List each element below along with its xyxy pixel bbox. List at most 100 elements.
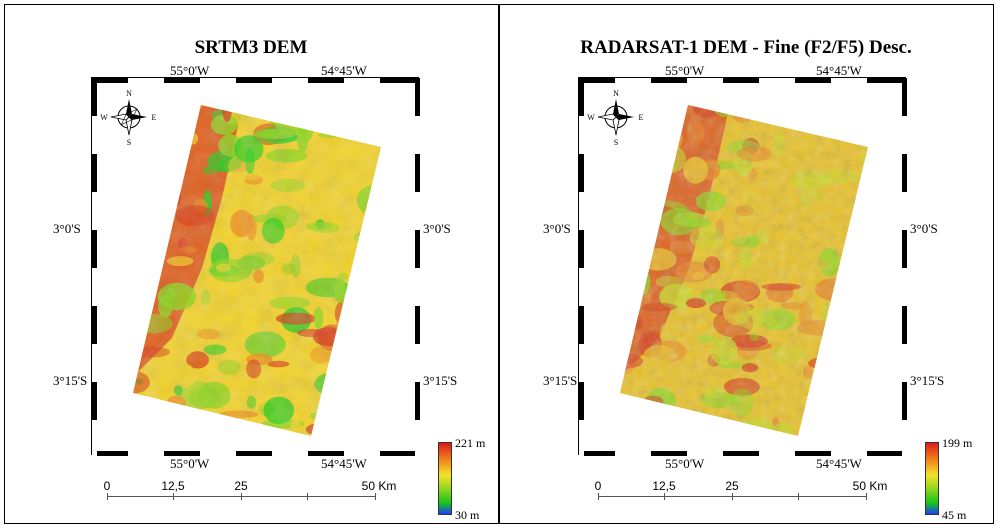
dem-patch (636, 151, 677, 178)
dem-patch (153, 131, 195, 139)
dem-patch (844, 110, 868, 124)
frame-tick (415, 420, 420, 456)
dem-patch (334, 364, 368, 385)
scale-tick (241, 493, 242, 500)
frame-tick (579, 420, 584, 456)
scale-bar: 0 12,5 25 50 Km (594, 479, 887, 519)
frame-tick (902, 344, 907, 382)
frame-tick (308, 451, 344, 456)
frame-tick (92, 78, 128, 83)
lat-label-right-lower: 3°15'S (910, 373, 945, 388)
lat-label-left-upper: 3°0'S (543, 221, 571, 236)
frame-tick (415, 382, 420, 420)
frame-tick (723, 451, 759, 456)
panel-divider (498, 4, 500, 524)
frame-tick (902, 230, 907, 268)
lon-label-top-left: 55°0'W (665, 63, 705, 78)
scale-label-2: 25 (725, 479, 739, 493)
dem-patch (852, 287, 868, 310)
frame-tick (415, 154, 420, 192)
frame-tick (795, 78, 831, 83)
panel-radarsat1: RADARSAT-1 DEM - Fine (F2/F5) Desc. 55°0… (500, 5, 992, 523)
dem-patch (851, 331, 868, 341)
dem-patch (355, 117, 379, 133)
dem-patch (349, 403, 360, 419)
frame-tick (272, 451, 308, 456)
compass-s: S (614, 138, 618, 146)
scale-label-1: 12,5 (161, 479, 185, 493)
compass-e: E (152, 113, 157, 122)
frame-tick (92, 116, 97, 154)
dem-patch (850, 249, 868, 270)
scale-tick (732, 493, 733, 500)
dem-patch (646, 107, 677, 123)
frame-tick (723, 78, 759, 83)
frame-tick (651, 451, 687, 456)
dem-patch (826, 330, 847, 340)
lat-label-left-lower: 3°15'S (543, 373, 578, 388)
frame-tick (415, 192, 420, 230)
elevation-colorbar (438, 442, 452, 515)
compass-n: N (126, 89, 132, 98)
scale-label-2: 25 (234, 479, 248, 493)
frame-tick (164, 451, 200, 456)
dem-patch (133, 190, 142, 219)
panel-title: RADARSAT-1 DEM - Fine (F2/F5) Desc. (580, 37, 912, 58)
compass-rose-icon: N S W E (587, 89, 643, 146)
frame-tick (92, 78, 97, 116)
dem-patch (827, 310, 843, 333)
legend-min: 45 m (942, 508, 967, 522)
dem-raster (133, 105, 381, 436)
frame-tick (759, 78, 795, 83)
frame-tick (128, 451, 164, 456)
dem-raster (620, 105, 868, 436)
frame-tick (236, 451, 272, 456)
scale-bar: 0 12,5 25 50 Km (103, 479, 396, 519)
graticule-ticks (92, 78, 420, 456)
frame-tick (579, 78, 615, 83)
scale-tick (107, 493, 108, 500)
frame-tick (902, 306, 907, 344)
lon-label-bottom-left: 55°0'W (665, 456, 705, 471)
elevation-colorbar (925, 442, 939, 515)
dem-patch (133, 153, 162, 162)
frame-tick (92, 420, 97, 456)
frame-tick (92, 382, 97, 420)
frame-tick (902, 268, 907, 306)
scale-label-0: 0 (103, 479, 111, 493)
dem-patch (623, 208, 653, 219)
frame-tick (831, 451, 867, 456)
lon-label-top-right: 54°45'W (321, 63, 367, 78)
scale-tick (866, 493, 867, 500)
frame-tick (380, 451, 416, 456)
dem-patch (786, 117, 830, 128)
compass-w: W (100, 113, 108, 122)
frame-tick (867, 78, 903, 83)
compass-n: N (613, 89, 619, 98)
compass-rose-icon: N S W E (100, 89, 157, 146)
frame-tick (615, 451, 651, 456)
frame-tick (902, 116, 907, 154)
compass-s: S (127, 138, 131, 146)
map-frame: N S W E (91, 77, 420, 456)
frame-tick (128, 78, 164, 83)
lat-label-right-upper: 3°0'S (423, 221, 451, 236)
dem-patch (177, 419, 219, 436)
frame-tick (236, 78, 272, 83)
frame-tick (92, 230, 97, 268)
lat-label-right-lower: 3°15'S (423, 373, 458, 388)
dem-patch (353, 364, 366, 394)
dem-patch (628, 431, 653, 436)
frame-tick (308, 78, 344, 83)
scale-label-3: 50 Km (361, 479, 397, 493)
frame-tick (344, 78, 380, 83)
scale-label-0: 0 (594, 479, 602, 493)
map-frame: N S W E (578, 77, 907, 456)
dem-patch (839, 305, 868, 313)
scale-label-1: 12,5 (652, 479, 676, 493)
frame-tick (795, 451, 831, 456)
frame-tick (164, 78, 200, 83)
frame-tick (902, 154, 907, 192)
dem-patch (172, 428, 207, 436)
graticule-ticks (579, 78, 907, 456)
